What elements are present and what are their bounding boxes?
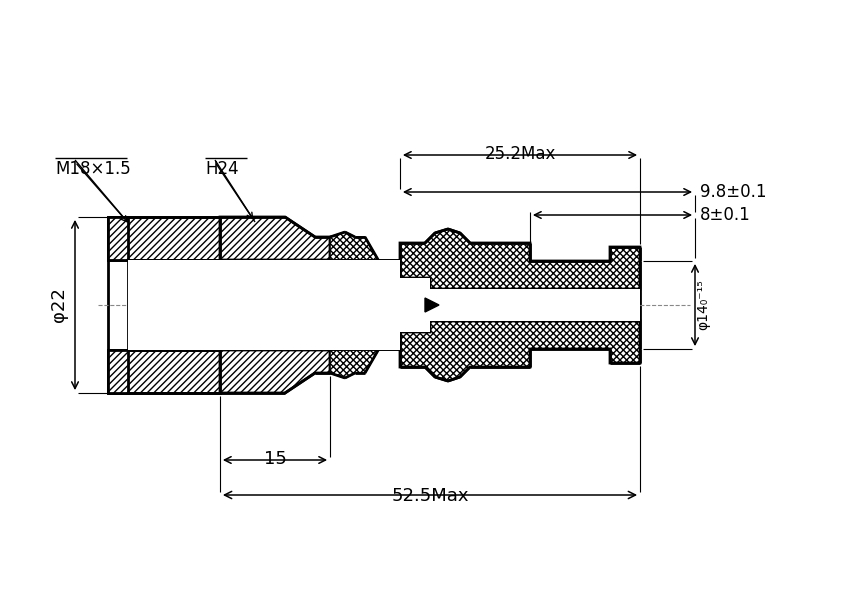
Text: 25.2Max: 25.2Max — [484, 145, 556, 163]
Polygon shape — [220, 217, 330, 260]
Text: 52.5Max: 52.5Max — [391, 487, 468, 505]
Text: H24: H24 — [205, 160, 239, 178]
Text: 15: 15 — [263, 450, 286, 468]
Text: 8±0.1: 8±0.1 — [700, 206, 750, 224]
Text: φ14₀⁻¹⁵: φ14₀⁻¹⁵ — [696, 280, 710, 330]
Polygon shape — [108, 350, 128, 393]
Polygon shape — [220, 260, 330, 350]
Polygon shape — [220, 350, 330, 393]
Polygon shape — [330, 232, 400, 278]
Polygon shape — [330, 332, 400, 378]
Polygon shape — [400, 278, 640, 332]
Polygon shape — [400, 229, 640, 289]
Text: φ22: φ22 — [50, 287, 68, 323]
Polygon shape — [128, 260, 220, 350]
Polygon shape — [400, 321, 640, 381]
Text: 9.8±0.1: 9.8±0.1 — [700, 183, 767, 201]
Polygon shape — [108, 350, 220, 393]
Polygon shape — [108, 217, 128, 260]
Polygon shape — [108, 217, 220, 260]
Polygon shape — [425, 298, 439, 312]
Text: M18×1.5: M18×1.5 — [55, 160, 130, 178]
Polygon shape — [330, 260, 400, 350]
